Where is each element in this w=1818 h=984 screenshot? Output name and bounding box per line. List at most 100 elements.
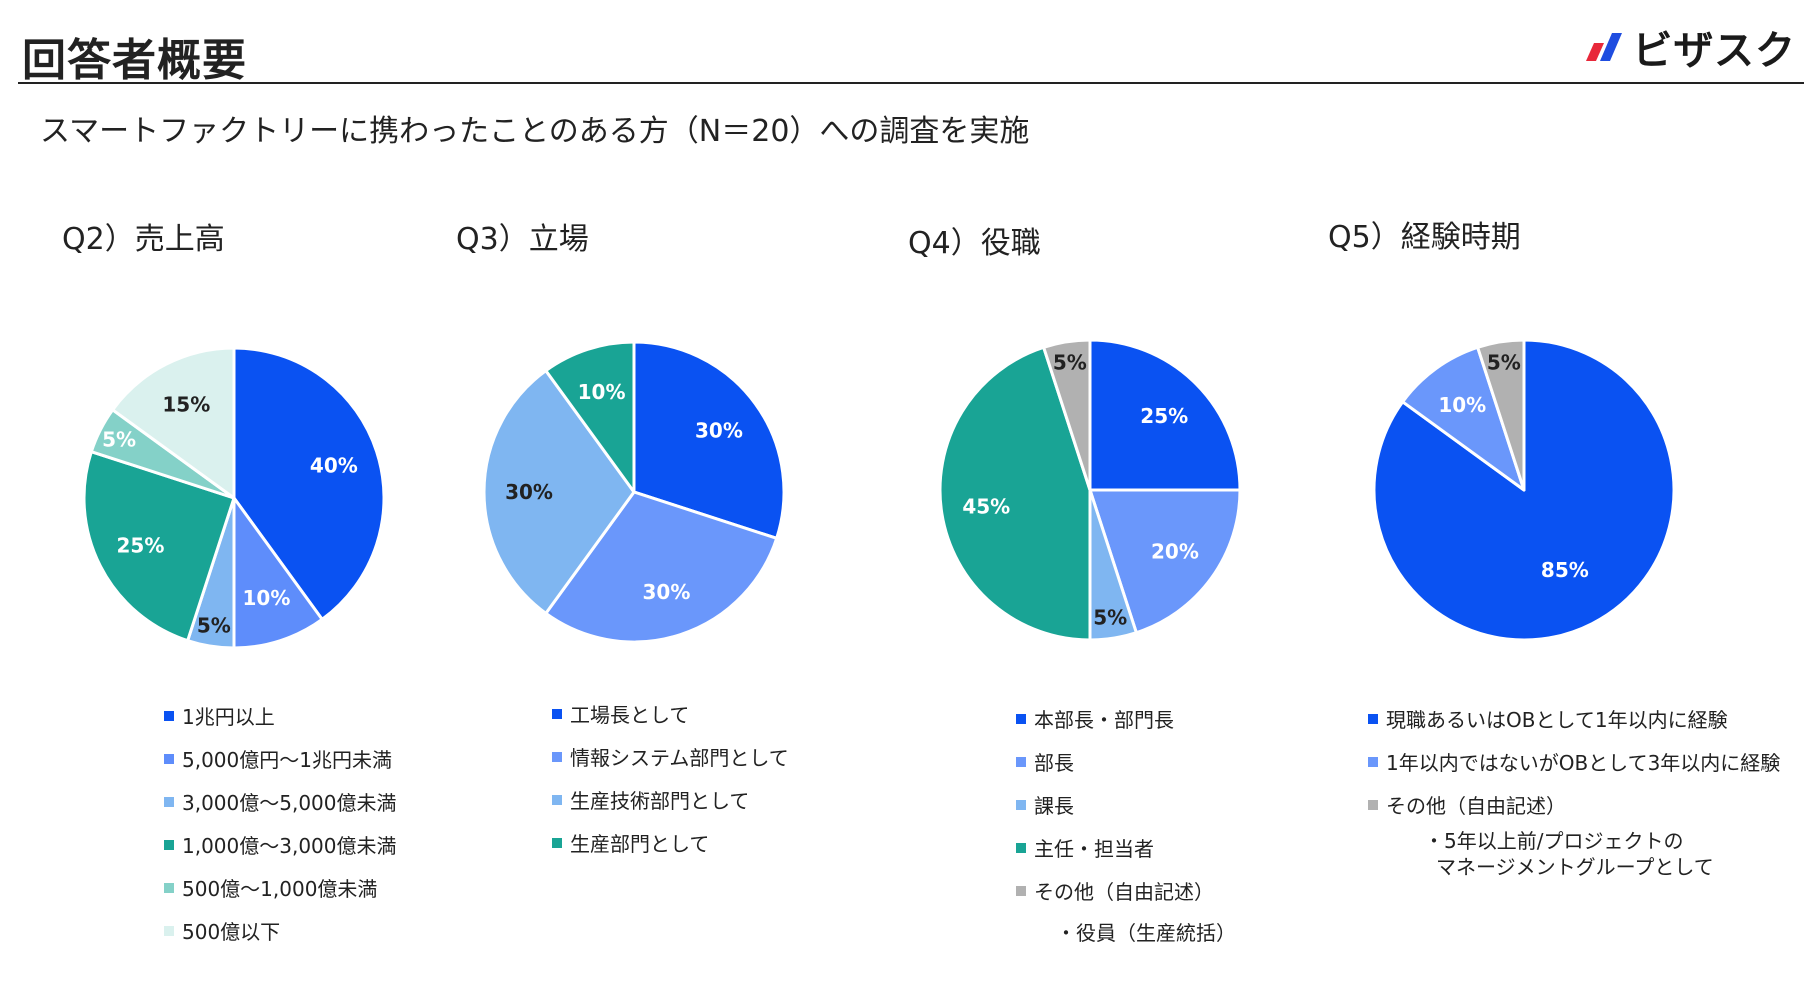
legend-item: 情報システム部門として [552, 735, 789, 778]
pie-slice [482, 369, 636, 615]
legend-label: 生産部門として [570, 832, 710, 856]
pie-slice [1088, 338, 1242, 492]
legend-note-line: ・役員（生産統括） [1056, 921, 1236, 945]
pie-slice [1042, 338, 1092, 492]
brand-slash-red [1586, 43, 1605, 61]
legend-note-line: ・5年以上前/プロジェクトの [1424, 829, 1684, 853]
legend-swatch [552, 837, 562, 848]
legend-item: 3,000億〜5,000億未満 [164, 780, 397, 823]
legend-label: 5,000億円〜1兆円未満 [182, 748, 392, 772]
legend-item: 課長 [1016, 783, 1214, 826]
legend-item: 主任・担当者 [1016, 826, 1214, 869]
legend-note-q4: ・役員（生産統括） [1056, 920, 1236, 946]
pie-slice [1088, 488, 1242, 635]
pie-slice [1476, 338, 1526, 492]
title-divider [18, 82, 1804, 84]
brand-name: ビザスク [1632, 28, 1796, 74]
legend-label: 3,000億〜5,000億未満 [182, 791, 397, 815]
legend-item: 工場長として [552, 692, 789, 735]
page-subtitle: スマートファクトリーに携わったことのある方（N＝20）への調査を実施 [40, 114, 1030, 149]
pie-slice-label: 85% [1541, 558, 1589, 582]
legend-label: 工場長として [570, 703, 690, 727]
legend-item: 1兆円以上 [164, 694, 397, 737]
legend-label: 主任・担当者 [1034, 837, 1154, 861]
pie-slice-label: 30% [643, 580, 691, 604]
pie-slice [1401, 345, 1526, 492]
legend-swatch [1368, 799, 1378, 810]
legend-label: 情報システム部門として [570, 746, 789, 770]
legend-label: 1,000億〜3,000億未満 [182, 834, 397, 858]
legend-label: 部長 [1034, 751, 1074, 775]
legend-label: 現職あるいはOBとして1年以内に経験 [1386, 708, 1728, 732]
pie-slice-label: 5% [1053, 351, 1087, 375]
legend-swatch [164, 710, 174, 721]
pie-slice-label: 30% [505, 480, 553, 504]
pie-slice-label: 25% [117, 534, 165, 558]
legend-item: 500億〜1,000億未満 [164, 866, 397, 909]
pie-slice [544, 340, 636, 494]
legend-label: その他（自由記述） [1034, 880, 1214, 904]
pie-slice [111, 346, 236, 500]
chart-title-q5: Q5）経験時期 [1328, 220, 1521, 255]
legend-swatch [164, 753, 174, 764]
legend-item: その他（自由記述） [1368, 783, 1780, 826]
pie-chart-q4: 25% 20% 5% 45% 5% [938, 338, 1242, 642]
chart-title-q4: Q4）役職 [908, 226, 1041, 261]
legend-q4: 本部長・部門長 部長課長主任・担当者その他（自由記述） [1016, 697, 1214, 912]
legend-item: 部長 [1016, 740, 1214, 783]
legend-swatch [1016, 885, 1026, 896]
legend-label: 生産技術部門として [570, 789, 750, 813]
brand-slash-blue [1600, 33, 1623, 61]
pie-slice [632, 340, 786, 540]
legend-swatch [1368, 756, 1378, 767]
pie-slice-label: 15% [162, 392, 210, 416]
legend-item: 現職あるいはOBとして1年以内に経験 [1368, 697, 1780, 740]
legend-swatch [552, 708, 562, 719]
pie-slice-label: 45% [962, 494, 1010, 518]
pie-slice [232, 496, 324, 650]
brand-slash-icon [1586, 33, 1623, 61]
pie-slice [82, 450, 236, 643]
legend-q5: 現職あるいはOBとして1年以内に経験 1年以内ではないがOBとして3年以内に経験そ… [1368, 697, 1780, 826]
legend-label: 1兆円以上 [182, 705, 275, 729]
legend-label: 課長 [1034, 794, 1074, 818]
pie-slice-label: 10% [1438, 393, 1486, 417]
legend-swatch [1016, 842, 1026, 853]
legend-label: 500億以下 [182, 920, 281, 944]
pie-slice-label: 10% [243, 586, 291, 610]
pie-slice-label: 40% [310, 454, 358, 478]
legend-note-line: マネージメントグループとして [1436, 855, 1714, 879]
legend-item: 生産部門として [552, 821, 789, 864]
chart-title-q2: Q2）売上高 [62, 222, 225, 257]
page-title: 回答者概要 [22, 35, 247, 86]
legend-label: 1年以内ではないがOBとして3年以内に経験 [1386, 751, 1781, 775]
legend-item: 500億以下 [164, 909, 397, 952]
pie-chart-q2: 40% 10% 5% 25% 5% 15% [82, 346, 386, 650]
legend-swatch [1016, 756, 1026, 767]
legend-item: 1,000億〜3,000億未満 [164, 823, 397, 866]
legend-label: その他（自由記述） [1386, 794, 1566, 818]
legend-item: 1年以内ではないがOBとして3年以内に経験 [1368, 740, 1780, 783]
pie-slice [232, 346, 386, 621]
legend-label: 500億〜1,000億未満 [182, 877, 378, 901]
pie-slice [938, 345, 1092, 642]
legend-swatch [552, 794, 562, 805]
pie-slice-label: 10% [578, 380, 626, 404]
legend-swatch [1368, 713, 1378, 724]
legend-item: その他（自由記述） [1016, 869, 1214, 912]
pie-slice-label: 5% [1093, 605, 1127, 629]
legend-note-q5: ・5年以上前/プロジェクトの マネージメントグループとして [1424, 828, 1714, 880]
pie-slice-label: 30% [695, 418, 743, 442]
legend-swatch [164, 796, 174, 807]
legend-swatch [1016, 799, 1026, 810]
legend-swatch [164, 925, 174, 936]
pie-slice [544, 490, 779, 644]
legend-swatch [1016, 713, 1026, 724]
legend-q3: 工場長として情報システム部門として 生産技術部門として 生産部門として [552, 692, 789, 864]
legend-item: 5,000億円〜1兆円未満 [164, 737, 397, 780]
legend-label: 本部長・部門長 [1034, 708, 1174, 732]
brand-logo: ビザスク [1582, 22, 1796, 74]
legend-swatch [552, 751, 562, 762]
chart-title-q3: Q3）立場 [456, 222, 589, 257]
legend-swatch [164, 839, 174, 850]
